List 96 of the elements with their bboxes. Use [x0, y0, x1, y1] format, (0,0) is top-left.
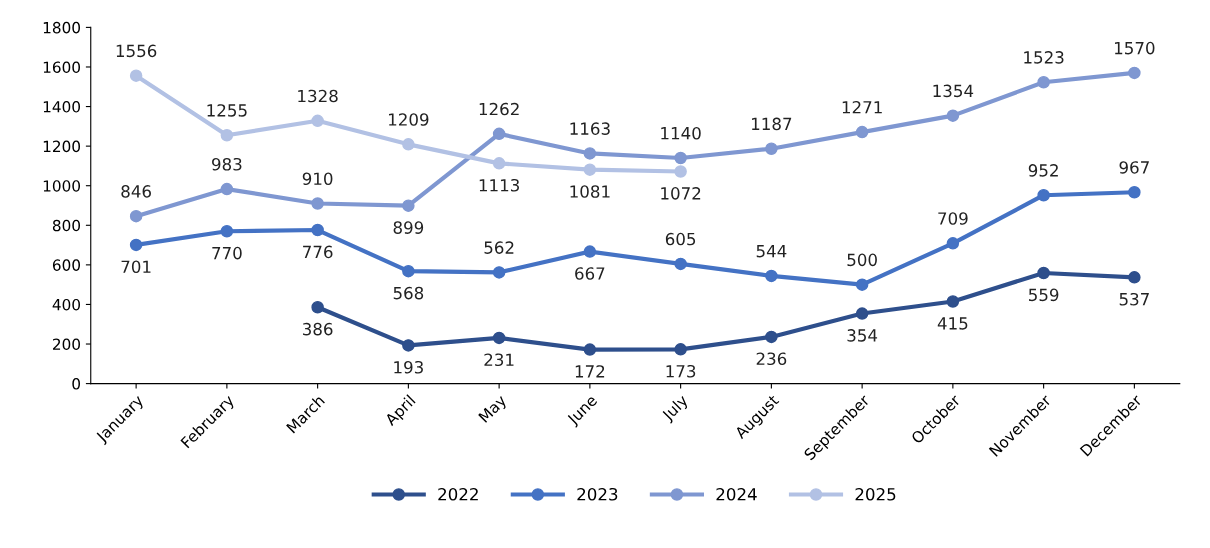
data-label: 1523 [1024, 51, 1064, 64]
y-tick-label: 1600 [43, 61, 81, 73]
point [946, 295, 960, 308]
point [402, 138, 415, 151]
point [583, 147, 597, 160]
data-label: 1072 [661, 187, 701, 200]
point [311, 223, 324, 237]
data-label: 1556 [116, 44, 157, 58]
data-label: 910 [302, 172, 333, 186]
data-label: 386 [302, 322, 333, 336]
point [855, 307, 869, 320]
data-label: 709 [938, 212, 968, 225]
data-label: 667 [575, 267, 605, 280]
legend-label: 2024 [716, 487, 757, 501]
y-tick-label: 1400 [43, 101, 81, 113]
point [129, 209, 143, 223]
point [402, 264, 415, 278]
point [674, 151, 687, 165]
point [1128, 66, 1141, 80]
data-label: 173 [666, 364, 696, 378]
point [946, 109, 960, 122]
point [583, 163, 597, 176]
data-label: 846 [121, 185, 151, 198]
point [1037, 188, 1050, 202]
data-label: 537 [1119, 292, 1149, 306]
point [129, 238, 143, 252]
point [220, 224, 234, 238]
point [220, 128, 234, 142]
point [402, 339, 415, 352]
data-label: 1140 [661, 126, 701, 140]
point [946, 237, 960, 250]
y-tick-label: 600 [52, 259, 81, 271]
point [855, 278, 869, 291]
data-label: 1187 [752, 117, 792, 131]
point [492, 266, 506, 279]
y-tick-label: 200 [52, 338, 81, 351]
y-tick-label: 400 [52, 298, 81, 311]
point [492, 127, 506, 141]
point [855, 125, 869, 139]
data-label: 899 [393, 221, 424, 234]
data-label: 544 [756, 245, 787, 258]
data-label: 1262 [479, 102, 519, 116]
data-label: 354 [847, 329, 878, 342]
data-label: 568 [393, 286, 424, 300]
point [129, 69, 143, 82]
data-label: 559 [1029, 288, 1059, 302]
point [765, 330, 778, 344]
point [220, 182, 234, 196]
point [674, 343, 687, 356]
data-label: 770 [212, 246, 242, 260]
point [583, 245, 597, 258]
data-label: 1570 [1115, 41, 1155, 55]
point [583, 343, 597, 356]
point [1128, 185, 1141, 199]
point [1037, 75, 1050, 89]
data-label: 1163 [570, 122, 610, 135]
point [402, 199, 415, 212]
point [311, 300, 324, 314]
point [765, 269, 778, 283]
point [765, 142, 778, 155]
y-tick-label: 800 [52, 219, 81, 232]
data-label: 500 [847, 253, 877, 267]
data-label: 701 [121, 260, 151, 274]
data-label: 1255 [207, 104, 247, 117]
data-label: 231 [484, 353, 514, 367]
data-label: 172 [575, 365, 605, 378]
point [1128, 271, 1141, 284]
data-label: 952 [1028, 164, 1058, 177]
point [311, 197, 324, 210]
data-label: 776 [303, 245, 333, 259]
data-label: 562 [484, 241, 514, 254]
legend-label: 2025 [855, 487, 896, 501]
data-label: 236 [756, 352, 787, 366]
data-label: 1081 [570, 185, 610, 198]
y-tick-label: 1000 [43, 180, 81, 192]
point [1037, 266, 1050, 280]
y-tick-label: 1200 [43, 140, 81, 153]
data-label: 193 [394, 360, 423, 374]
data-label: 1354 [933, 84, 974, 98]
y-tick-label: 1800 [43, 21, 81, 34]
data-label: 415 [937, 317, 968, 330]
point [492, 331, 506, 345]
point [311, 114, 324, 128]
point [674, 257, 687, 271]
data-label: 1328 [298, 89, 338, 103]
data-label: 1113 [479, 178, 519, 192]
legend-label: 2023 [577, 487, 618, 501]
data-label: 967 [1119, 161, 1149, 174]
data-label: 605 [665, 232, 696, 246]
point [674, 165, 687, 178]
legend-label: 2022 [438, 487, 478, 501]
point [492, 157, 506, 170]
data-label: 1271 [842, 100, 882, 114]
y-tick-label: 0 [72, 378, 81, 390]
data-label: 983 [212, 157, 242, 171]
data-label: 1209 [389, 113, 429, 126]
